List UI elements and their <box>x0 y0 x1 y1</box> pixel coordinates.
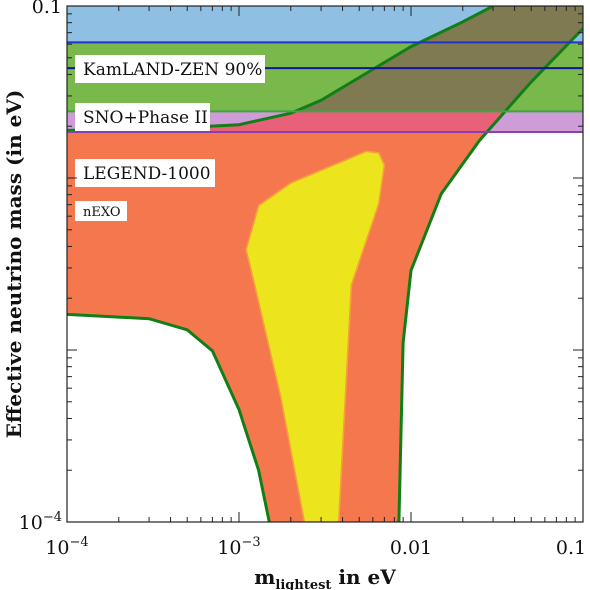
y-axis-title: Effective neutrino mass (in eV) <box>2 90 26 439</box>
inverted-lower-outline <box>67 312 271 522</box>
overlap-region <box>295 6 583 112</box>
label-text-sno: SNO+Phase II <box>83 108 208 128</box>
x-tick-label: 0.1 <box>556 537 586 559</box>
label-box-sno <box>75 103 210 131</box>
plot-frame <box>66 5 584 523</box>
label-text-nexo: nEXO <box>83 205 121 220</box>
inverted-right-outline <box>397 27 583 522</box>
label-box-legend <box>75 159 215 187</box>
nexo-overlap-region <box>67 111 506 133</box>
x-tick-label: 0.01 <box>390 537 432 559</box>
label-text-kamland: KamLAND-ZEN 90% <box>83 60 262 80</box>
label-box-kamland <box>75 55 265 83</box>
normal-hierarchy-region <box>245 150 386 522</box>
x-tick-label: 10−4 <box>45 535 88 559</box>
y-tick-label: 0.1 <box>32 0 62 18</box>
x-tick-label: 10−3 <box>217 535 260 559</box>
y-tick-label: 10−4 <box>19 510 62 534</box>
label-box-nexo <box>75 201 127 221</box>
x-axis-title: mlightest in eV <box>254 565 396 590</box>
label-text-legend: LEGEND-1000 <box>83 164 211 184</box>
